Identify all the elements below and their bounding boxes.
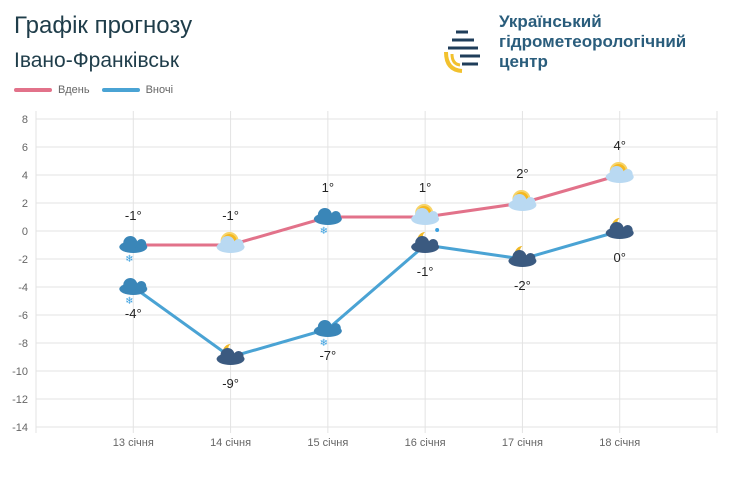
cloud-snow-icon: ❄ xyxy=(119,236,148,265)
snowflake: ❄ xyxy=(320,226,328,237)
cloud-shape xyxy=(415,236,430,250)
sun-cloud-icon xyxy=(216,232,245,253)
snowflake: ❄ xyxy=(125,296,133,307)
cloud-shape xyxy=(428,211,439,221)
cloud-shape xyxy=(609,222,624,236)
cloud-shape xyxy=(512,194,527,208)
y-tick-label: 4 xyxy=(22,170,28,182)
x-tick-label: 16 січня xyxy=(405,437,446,449)
y-tick-label: -14 xyxy=(12,422,28,434)
y-tick-label: 0 xyxy=(22,226,28,238)
cloud-shape xyxy=(220,236,235,250)
legend-label-night[interactable]: Вночі xyxy=(145,84,174,96)
x-tick-label: 14 січня xyxy=(210,437,251,449)
cloud-shape xyxy=(428,239,439,249)
cloud-snow-icon: ❄ xyxy=(119,278,148,307)
moon-cloud-icon xyxy=(216,344,245,365)
org-line: гідрометеорологічний xyxy=(499,32,687,51)
data-label: -1° xyxy=(222,208,239,223)
sun-cloud-rain-icon xyxy=(411,204,440,232)
cloud-shape xyxy=(525,253,536,263)
x-tick-label: 18 січня xyxy=(599,437,640,449)
page-title: Графік прогнозу xyxy=(14,12,193,39)
y-tick-label: 6 xyxy=(22,142,28,154)
legend-swatch-night[interactable] xyxy=(101,88,140,92)
data-label: 2° xyxy=(516,166,528,181)
data-label: -7° xyxy=(319,348,336,363)
data-label: 1° xyxy=(419,180,431,195)
cloud-shape xyxy=(233,351,244,361)
y-tick-label: -8 xyxy=(18,338,28,350)
x-tick-label: 15 січня xyxy=(307,437,348,449)
series-line-night xyxy=(132,229,621,359)
city-name: Івано-Франківськ xyxy=(14,49,180,72)
moon-cloud-icon xyxy=(508,246,537,267)
sun-cloud-icon xyxy=(605,162,634,183)
sun-cloud-icon xyxy=(508,190,537,211)
chart-legend: Вдень Вночі xyxy=(14,84,173,96)
ugmc-logo-icon xyxy=(444,18,480,73)
cloud-shape xyxy=(123,278,138,292)
org-line: Український xyxy=(499,12,602,31)
cloud-shape xyxy=(330,211,341,221)
cloud-shape xyxy=(317,208,332,222)
cloud-shape xyxy=(512,250,527,264)
x-tick-label: 13 січня xyxy=(113,437,154,449)
cloud-shape xyxy=(622,225,633,235)
y-tick-label: -4 xyxy=(18,282,28,294)
cloud-shape xyxy=(330,323,341,333)
cloud-shape xyxy=(622,169,633,179)
cloud-shape xyxy=(609,166,624,180)
data-label: 0° xyxy=(613,250,625,265)
data-label: 4° xyxy=(613,138,625,153)
y-tick-label: -10 xyxy=(12,366,28,378)
data-label: -4° xyxy=(125,306,142,321)
data-label: 1° xyxy=(322,180,334,195)
y-tick-label: -12 xyxy=(12,394,28,406)
series-line-day xyxy=(133,173,621,247)
cloud-shape xyxy=(136,239,147,249)
y-tick-label: -2 xyxy=(18,254,28,266)
y-tick-label: 8 xyxy=(22,114,28,126)
data-label: -9° xyxy=(222,376,239,391)
x-tick-label: 17 січня xyxy=(502,437,543,449)
cloud-shape xyxy=(136,281,147,291)
cloud-snow-icon: ❄ xyxy=(313,320,342,349)
cloud-shape xyxy=(415,208,430,222)
legend-swatch-day[interactable] xyxy=(14,88,52,92)
moon-cloud-icon xyxy=(411,232,440,253)
org-line: центр xyxy=(499,52,548,71)
org-name: Український гідрометеорологічний центр xyxy=(499,12,686,72)
cloud-shape xyxy=(220,348,235,362)
cloud-shape xyxy=(317,320,332,334)
data-label: -2° xyxy=(514,278,531,293)
raindrop xyxy=(435,228,440,232)
cloud-shape xyxy=(525,197,536,207)
data-label: -1° xyxy=(125,208,142,223)
snowflake: ❄ xyxy=(125,254,133,265)
y-tick-label: 2 xyxy=(22,198,28,210)
snowflake: ❄ xyxy=(320,338,328,349)
legend-label-day[interactable]: Вдень xyxy=(58,84,90,96)
moon-cloud-icon xyxy=(605,218,634,239)
data-label: -1° xyxy=(417,264,434,279)
y-tick-label: -6 xyxy=(18,310,28,322)
cloud-shape xyxy=(123,236,138,250)
cloud-shape xyxy=(233,239,244,249)
cloud-snow-icon: ❄ xyxy=(313,208,342,237)
